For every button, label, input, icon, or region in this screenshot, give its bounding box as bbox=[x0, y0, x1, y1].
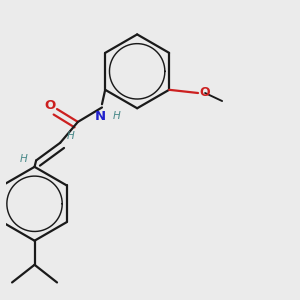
Text: H: H bbox=[20, 154, 28, 164]
Text: H: H bbox=[112, 111, 120, 121]
Text: O: O bbox=[44, 99, 56, 112]
Text: H: H bbox=[67, 131, 74, 141]
Text: N: N bbox=[95, 110, 106, 123]
Text: O: O bbox=[200, 86, 210, 99]
